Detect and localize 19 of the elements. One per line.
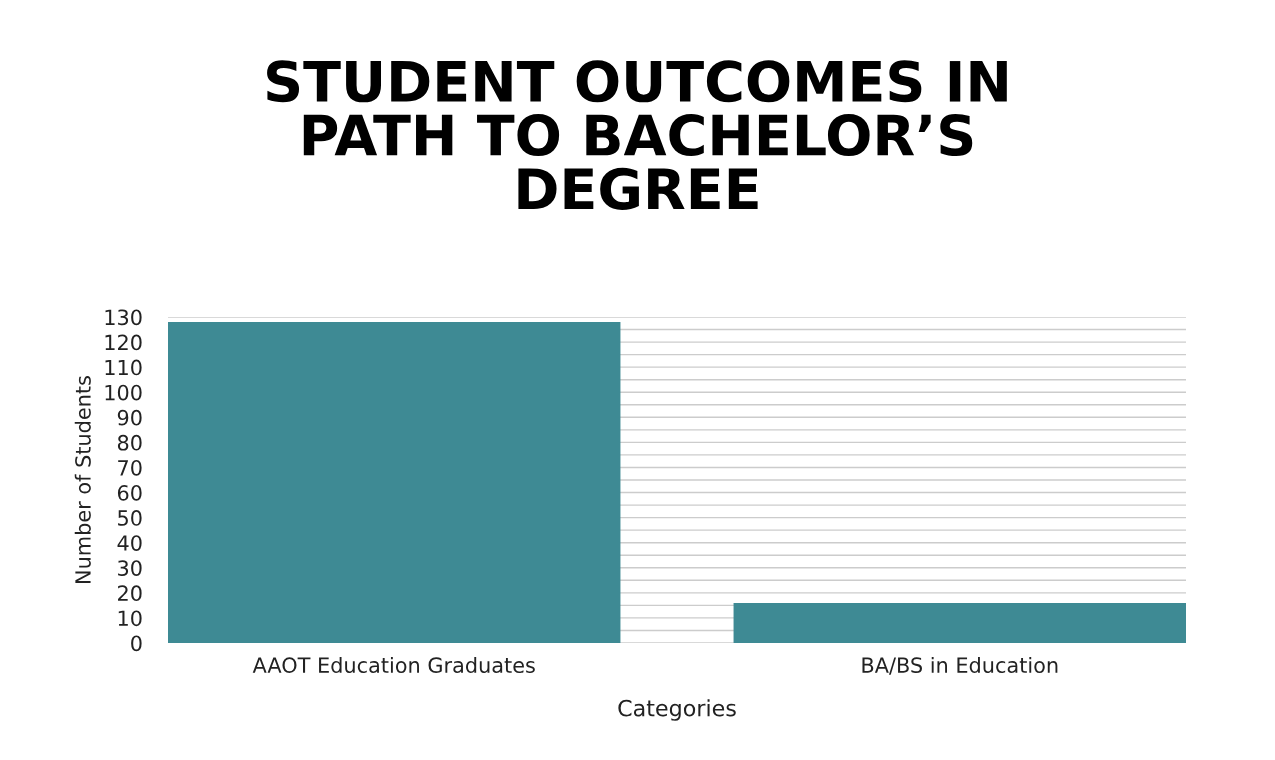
y-tick-label: 100: [105, 384, 142, 401]
y-tick-label: 30: [118, 560, 142, 576]
y-tick-label: 20: [118, 585, 142, 602]
y-tick-label: 120: [105, 334, 142, 351]
y-tick-label: 70: [118, 459, 142, 476]
y-tick-label: 90: [117, 409, 142, 426]
chart-title: STUDENT OUTCOMES IN PATH TO BACHELOR’S DEGREE: [267, 60, 1007, 210]
y-tick-label: 50: [118, 510, 142, 526]
y-axis-title: Number of Students: [74, 376, 91, 583]
y-tick-label: 130: [105, 309, 142, 326]
y-tick-label: 80: [117, 434, 142, 451]
y-tick-label: 40: [117, 535, 142, 551]
y-tick-label: 60: [117, 484, 142, 501]
x-axis-title: Categories: [618, 699, 736, 721]
x-tick-label: BA/BS in Education: [862, 656, 1058, 675]
y-tick-label: 0: [131, 635, 142, 652]
y-tick-label: 110: [105, 359, 142, 376]
x-tick-label: AAOT Education Graduates: [252, 656, 535, 674]
y-tick-label: 10: [118, 610, 142, 627]
